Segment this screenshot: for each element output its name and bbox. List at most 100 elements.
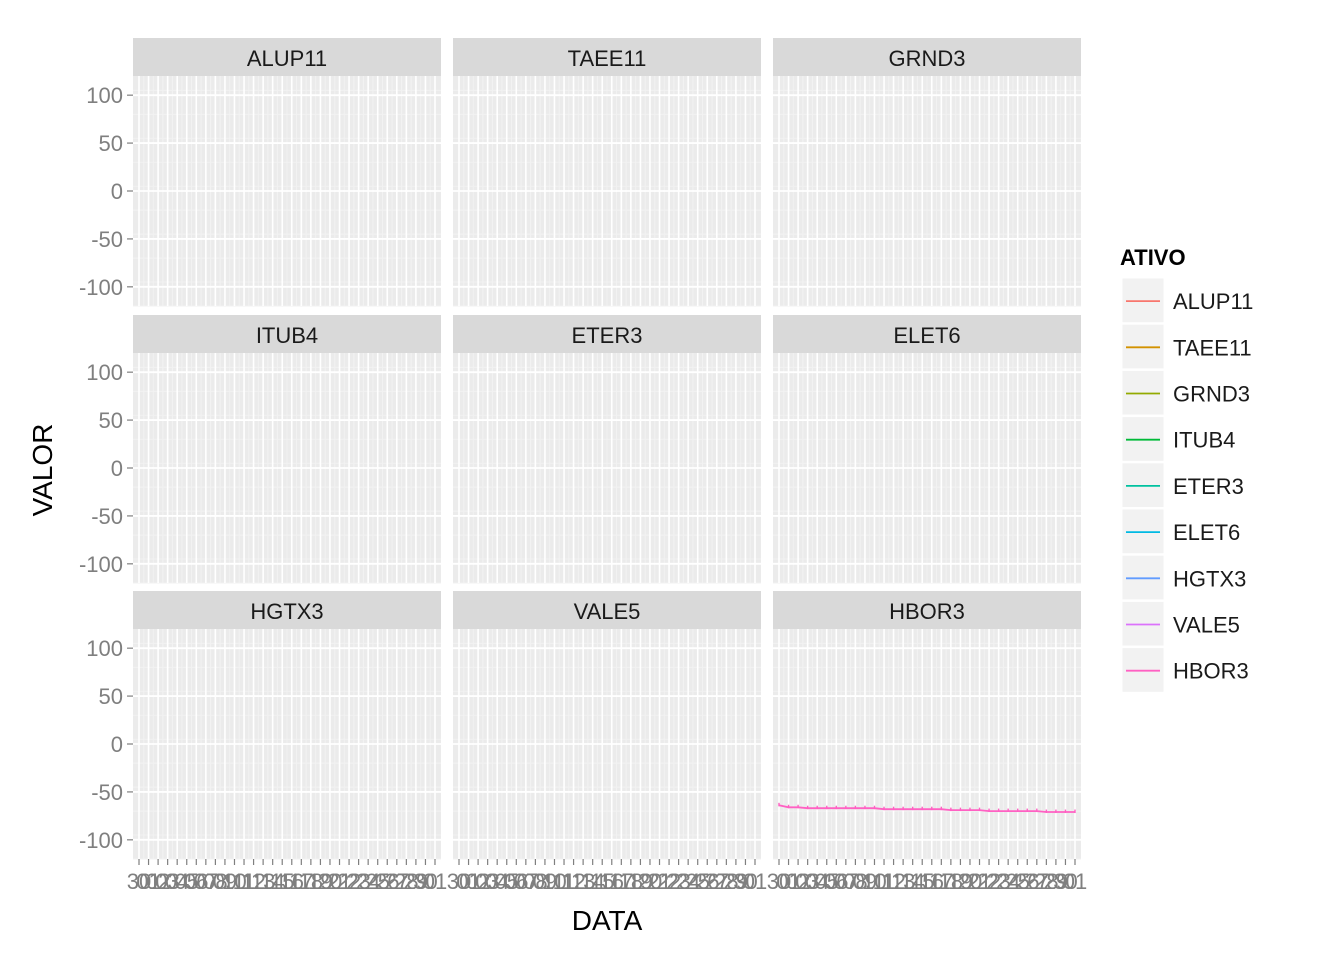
x-tick-label: 29: [1044, 869, 1068, 894]
legend-label: HGTX3: [1173, 566, 1246, 591]
legend-label: VALE5: [1173, 613, 1240, 638]
y-tick-label: 100: [86, 360, 123, 385]
x-tick-label: 30: [413, 869, 437, 894]
y-tick-label: -50: [91, 227, 123, 252]
x-tick-label: 27: [385, 869, 409, 894]
x-tick-label: 14: [900, 869, 924, 894]
x-tick-label: 10: [222, 869, 246, 894]
x-tick-label: 18: [619, 869, 643, 894]
x-tick-label: 14: [260, 869, 284, 894]
x-tick-label: 05: [174, 869, 198, 894]
x-tick-label: 06: [504, 869, 528, 894]
x-tick-label: 25: [685, 869, 709, 894]
x-tick-label: 02: [786, 869, 810, 894]
x-axis-title: DATA: [572, 905, 643, 936]
x-tick-label: 04: [485, 869, 509, 894]
x-tick-label: 09: [213, 869, 237, 894]
y-tick-label: -100: [79, 828, 123, 853]
facet-strip: [453, 315, 761, 353]
facet-strip-label: VALE5: [574, 599, 641, 624]
x-tick-label: 28: [1034, 869, 1058, 894]
facet-strip: [773, 315, 1081, 353]
x-tick-label: 22: [337, 869, 361, 894]
x-tick-label: 23: [346, 869, 370, 894]
x-tick-label: 26: [1015, 869, 1039, 894]
x-tick-label: 01: [743, 869, 767, 894]
x-tick-label: 24: [356, 869, 380, 894]
x-tick-label: 01: [456, 869, 480, 894]
facet-strip-label: ELET6: [893, 323, 960, 348]
x-tick-label: 04: [165, 869, 189, 894]
x-tick-label: 08: [843, 869, 867, 894]
facet-strip: [453, 38, 761, 76]
legend-label: GRND3: [1173, 382, 1250, 407]
x-tick-label: 16: [280, 869, 304, 894]
x-tick-label: 13: [251, 869, 275, 894]
x-tick-label: 17: [609, 869, 633, 894]
x-tick-label: 29: [724, 869, 748, 894]
x-tick-label: 25: [365, 869, 389, 894]
x-tick-label: 22: [977, 869, 1001, 894]
x-tick-label: 01: [423, 869, 447, 894]
x-tick-label: 12: [241, 869, 265, 894]
x-tick-label: 17: [929, 869, 953, 894]
legend-label: ALUP11: [1173, 289, 1253, 314]
x-tick-label: 27: [705, 869, 729, 894]
legend-title: ATIVO: [1120, 245, 1186, 270]
x-tick-label: 02: [146, 869, 170, 894]
x-tick-label: 10: [862, 869, 886, 894]
y-tick-label: 0: [111, 179, 123, 204]
y-tick-label: 0: [111, 732, 123, 757]
x-tick-label: 03: [155, 869, 179, 894]
x-tick-label: 02: [466, 869, 490, 894]
x-tick-label: 01: [136, 869, 160, 894]
y-axis-title: VALOR: [27, 424, 58, 517]
x-tick-label: 03: [795, 869, 819, 894]
x-tick-label: 21: [327, 869, 351, 894]
x-tick-label: 09: [853, 869, 877, 894]
x-tick-label: 09: [533, 869, 557, 894]
x-tick-label: 17: [289, 869, 313, 894]
facet-strip-label: HGTX3: [250, 599, 323, 624]
x-tick-label: 16: [600, 869, 624, 894]
y-tick-label: 50: [99, 684, 123, 709]
x-tick-label: 26: [375, 869, 399, 894]
x-tick-label: 24: [676, 869, 700, 894]
x-tick-label: 30: [733, 869, 757, 894]
legend-label: HBOR3: [1173, 659, 1249, 684]
facet-strip: [133, 38, 441, 76]
x-tick-label: 28: [394, 869, 418, 894]
x-tick-label: 29: [404, 869, 428, 894]
x-tick-label: 01: [1063, 869, 1087, 894]
x-tick-label: 20: [958, 869, 982, 894]
x-tick-label: 03: [475, 869, 499, 894]
facet-strip-label: ITUB4: [256, 323, 318, 348]
x-tick-label: 06: [824, 869, 848, 894]
x-tick-label: 22: [657, 869, 681, 894]
facet-strip-label: ETER3: [572, 323, 643, 348]
x-tick-label: 19: [628, 869, 652, 894]
x-tick-label: 28: [714, 869, 738, 894]
series-line-hbor3: [778, 804, 1075, 813]
x-tick-label: 14: [580, 869, 604, 894]
x-tick-label: 13: [891, 869, 915, 894]
x-tick-label: 24: [996, 869, 1020, 894]
legend-label: ETER3: [1173, 474, 1244, 499]
x-tick-label: 23: [666, 869, 690, 894]
x-tick-label: 21: [967, 869, 991, 894]
x-tick-label: 16: [920, 869, 944, 894]
x-tick-label: 06: [184, 869, 208, 894]
y-tick-label: -50: [91, 780, 123, 805]
x-tick-label: 11: [233, 869, 256, 894]
x-tick-label: 27: [1025, 869, 1049, 894]
x-tick-label: 20: [318, 869, 342, 894]
x-tick-label: 18: [939, 869, 963, 894]
x-tick-label: 08: [203, 869, 227, 894]
x-tick-label: 19: [948, 869, 972, 894]
x-tick-label: 30: [1053, 869, 1077, 894]
x-tick-label: 23: [986, 869, 1010, 894]
x-tick-label: 12: [881, 869, 905, 894]
x-tick-label: 20: [638, 869, 662, 894]
facet-strip-label: ALUP11: [247, 46, 327, 71]
